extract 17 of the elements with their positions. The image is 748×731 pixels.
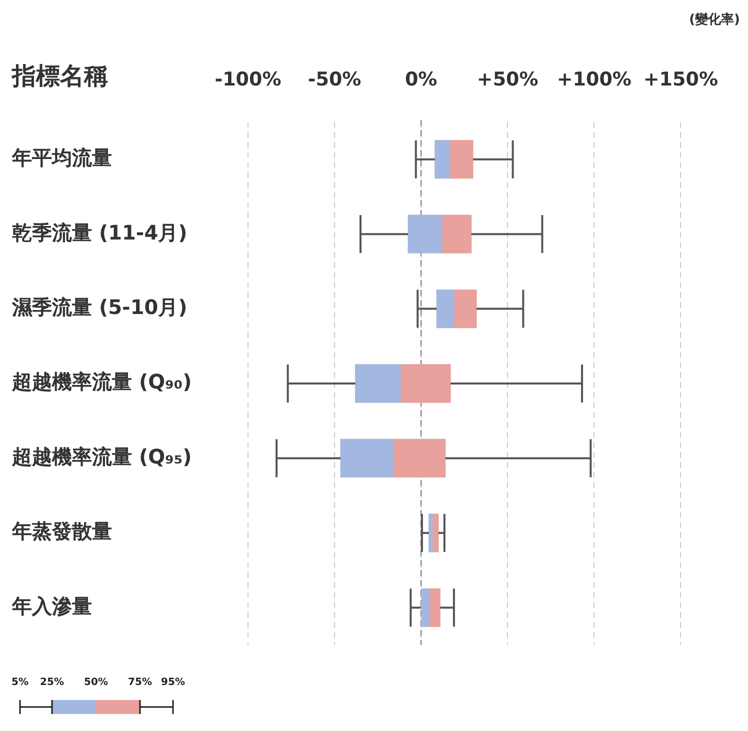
x-tick-label: +100% <box>556 68 632 91</box>
y-tick-label: 濕季流量 (5-10月) <box>11 294 188 319</box>
y-tick-label: 超越機率流量 (Q₉₀) <box>11 370 192 394</box>
text: 50% <box>84 677 108 688</box>
x-tick-label: -100% <box>214 68 282 91</box>
x-tick-label: -50% <box>308 68 362 91</box>
text: 5% <box>12 677 28 688</box>
text: 25% <box>40 677 64 688</box>
x-tick-label: +50% <box>476 68 538 91</box>
y-axis-title: 指標名稱 <box>11 62 108 90</box>
x-tick-label: +150% <box>643 68 718 91</box>
y-tick-label: 乾季流量 (11-4月) <box>12 220 188 244</box>
x-axis-title: (變化率) <box>689 11 740 28</box>
y-tick-label: 超越機率流量 (Q₉₅) <box>11 444 192 468</box>
x-tick-label: 0% <box>404 68 438 91</box>
text: 75% <box>128 677 152 688</box>
text: 95% <box>161 677 185 688</box>
